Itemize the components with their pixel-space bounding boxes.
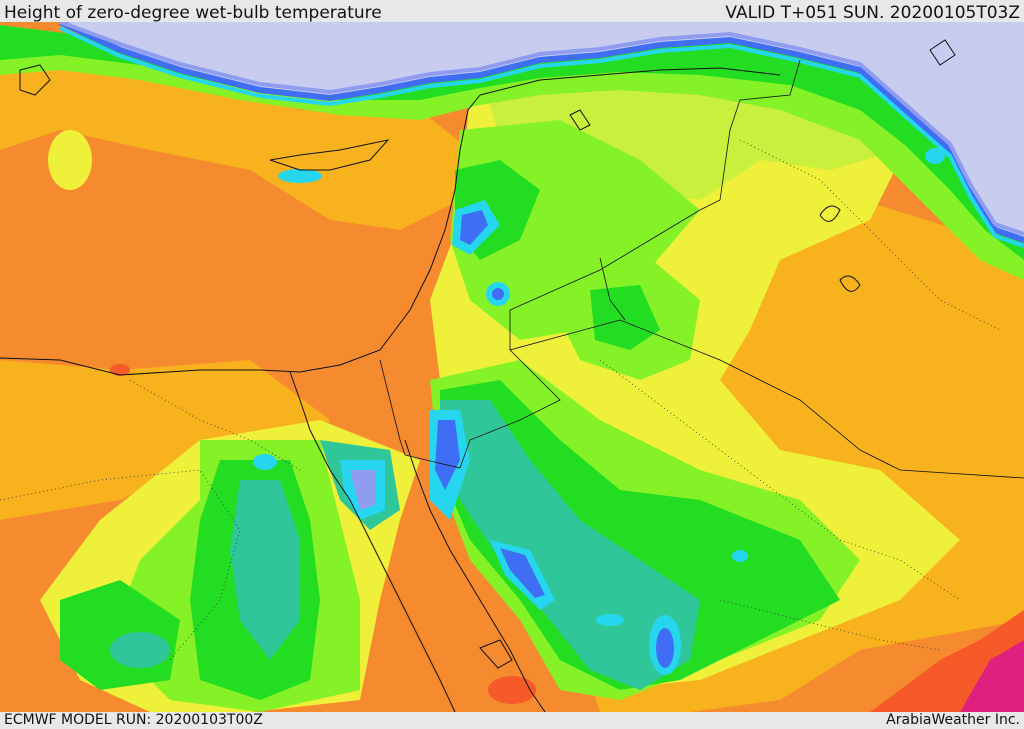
field-green-jordan	[590, 285, 660, 350]
field-cyan-zagros	[925, 148, 945, 164]
valid-time: VALID T+051 SUN. 20200105T03Z	[725, 3, 1020, 23]
field-magenta-oman	[960, 640, 1024, 712]
field-green-hijaz	[440, 380, 840, 690]
field-light-orange-north	[0, 60, 470, 230]
weather-map[interactable]	[0, 22, 1024, 712]
field-cyan-egypt-east	[253, 454, 277, 470]
field-cyan-cyprus	[278, 169, 322, 183]
field-red-yemen	[488, 676, 536, 704]
field-teal-chad	[110, 632, 170, 668]
field-teal-hijaz	[440, 400, 700, 690]
field-blue-hijaz	[435, 420, 460, 490]
province-borders	[0, 139, 1001, 661]
field-cold-north	[60, 22, 1024, 240]
field-cold-edge-cyan	[59, 26, 1024, 248]
country-borders	[379, 59, 1024, 479]
map-header: Height of zero-degree wet-bulb temperatu…	[0, 0, 1024, 23]
coastlines	[0, 39, 956, 712]
model-run: ECMWF MODEL RUN: 20200103T00Z	[4, 712, 263, 728]
map-footer: ECMWF MODEL RUN: 20200103T00Z ArabiaWeat…	[0, 712, 1024, 729]
field-cyan-arabia	[732, 550, 748, 562]
field-blue-sinai	[350, 470, 375, 510]
map-canvas	[0, 22, 1024, 712]
field-blue-yemen	[656, 628, 674, 668]
field-red-egypt	[110, 364, 130, 376]
field-blue-asir	[500, 548, 545, 598]
field-cyan-asir-2	[596, 614, 624, 626]
field-blue-hermon	[492, 288, 504, 300]
field-teal-sudan	[230, 480, 300, 660]
credit-text: ArabiaWeather Inc.	[886, 712, 1020, 728]
field-blue-lebanon	[460, 210, 488, 245]
field-cold-edge-inner	[59, 22, 1024, 236]
map-title: Height of zero-degree wet-bulb temperatu…	[4, 3, 382, 23]
field-light-orange-west	[0, 360, 330, 520]
field-cold-edge	[58, 22, 1024, 243]
field-yellow-patch-1	[48, 130, 92, 190]
